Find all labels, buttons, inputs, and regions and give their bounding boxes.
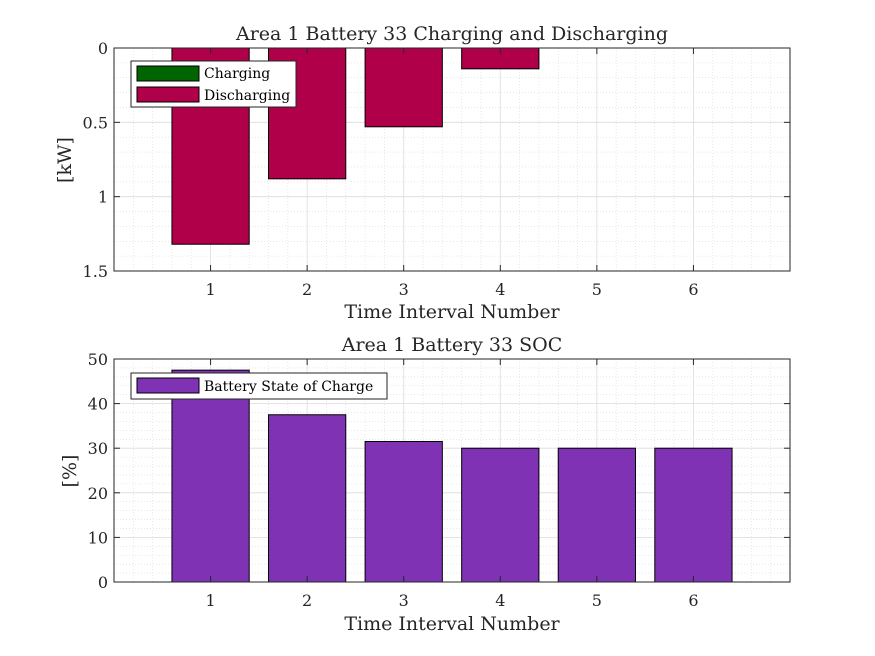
x-tick-label: 3 [399,280,409,299]
y-tick-label: 0 [98,39,108,58]
legend-label-discharging: Discharging [204,88,290,104]
x-tick-label: 5 [592,280,602,299]
tick-labels: 0 10 20 30 40 50 1 2 3 4 5 6 [88,350,790,610]
x-tick-label: 1 [205,591,215,610]
chart-title: Area 1 Battery 33 SOC [341,334,563,356]
bar-battery-state-of-charge-6 [654,447,733,583]
x-tick-label: 4 [495,591,505,610]
x-axis-label: Time Interval Number [344,301,560,323]
y-tick-label: 1.5 [83,262,108,281]
y-tick-label: 10 [88,528,108,547]
x-tick-label: 2 [302,591,312,610]
y-tick-label: 20 [88,484,108,503]
legend-swatch-discharging [136,86,200,103]
bar-battery-state-of-charge-2 [268,414,347,583]
legend-label-charging: Charging [204,66,270,82]
legend: Charging Discharging [130,60,297,108]
y-tick-label: 30 [88,439,108,458]
x-tick-label: 3 [399,591,409,610]
y-axis-label: [kW] [54,137,76,183]
x-tick-label: 6 [688,591,698,610]
axes-frame [113,358,791,583]
x-tick-label: 1 [205,280,215,299]
tick-labels: 0 0.5 1 1.5 1 2 3 4 5 6 [83,39,790,299]
bars [171,369,733,583]
bar-battery-state-of-charge-3 [364,441,443,583]
bar-battery-state-of-charge-1 [171,369,250,583]
x-tick-label: 4 [495,280,505,299]
x-tick-label: 2 [302,280,312,299]
legend-swatch-charging [136,65,200,82]
y-axis-label: [%] [59,455,81,488]
y-tick-label: 0.5 [83,113,108,132]
x-tick-label: 6 [688,280,698,299]
y-tick-label: 40 [88,395,108,414]
y-tick-label: 1 [98,188,108,207]
legend-label-soc: Battery State of Charge [204,379,373,395]
y-tick-label: 0 [98,573,108,592]
bar-battery-state-of-charge-5 [557,447,636,583]
x-tick-label: 5 [592,591,602,610]
chart-title: Area 1 Battery 33 Charging and Dischargi… [235,23,668,45]
bar-battery-state-of-charge-4 [461,447,540,583]
axes-frame [113,47,791,272]
charging-discharging-chart: 0 0.5 1 1.5 1 2 3 4 5 6 Area 1 Battery 33 Chargin… [54,23,791,323]
y-tick-label: 50 [88,350,108,369]
bar-discharging-3 [364,47,443,128]
x-axis-label: Time Interval Number [344,613,560,635]
legend: Battery State of Charge [130,372,388,400]
legend-swatch-soc [136,377,200,394]
